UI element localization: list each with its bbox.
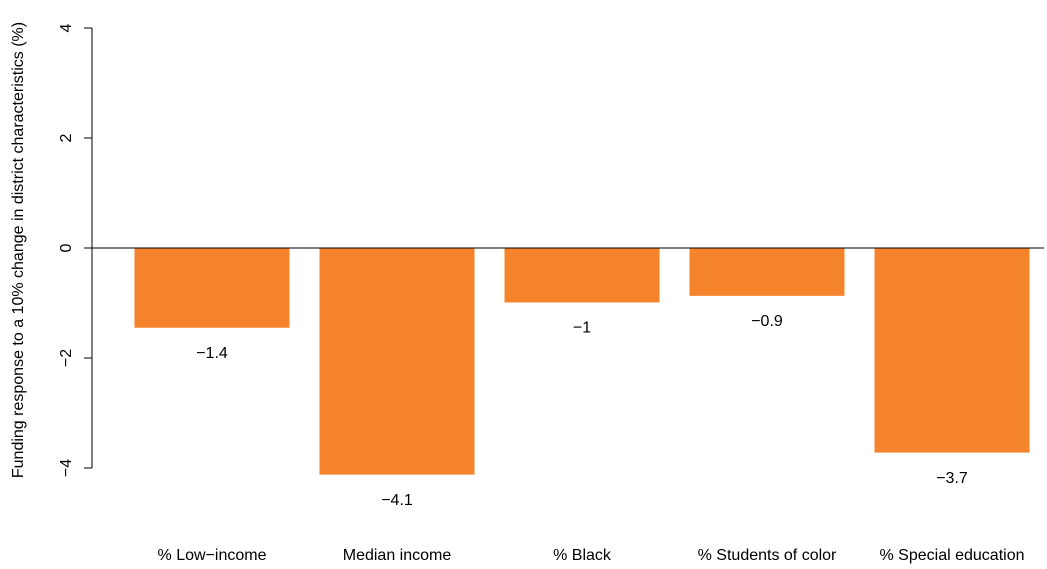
y-tick-label: −2 bbox=[58, 349, 75, 367]
bars bbox=[134, 248, 1030, 475]
bar bbox=[689, 248, 845, 296]
category-label: % Black bbox=[553, 547, 612, 564]
y-tick-label: −4 bbox=[58, 459, 75, 477]
category-label: Median income bbox=[343, 547, 452, 564]
y-axis-title: Funding response to a 10% change in dist… bbox=[10, 22, 27, 478]
y-tick-label: 4 bbox=[58, 23, 75, 32]
bar-value-label: −4.1 bbox=[381, 492, 413, 509]
data-labels: −1.4 −4.1 −1 −0.9 −3.7 bbox=[196, 313, 968, 509]
category-labels: % Low−income Median income % Black % Studen… bbox=[158, 547, 1025, 564]
bar bbox=[504, 248, 660, 303]
bar bbox=[319, 248, 475, 475]
category-label: % Special education bbox=[880, 547, 1025, 564]
category-label: % Low−income bbox=[158, 547, 267, 564]
y-tick-label: 0 bbox=[58, 243, 75, 252]
bar-value-label: −0.9 bbox=[751, 313, 783, 330]
bar-value-label: −1.4 bbox=[196, 345, 228, 362]
bar bbox=[134, 248, 290, 328]
category-label: % Students of color bbox=[698, 547, 837, 564]
y-axis: −4 −2 0 2 4 bbox=[58, 23, 93, 477]
bar-value-label: −1 bbox=[573, 320, 591, 337]
y-tick-label: 2 bbox=[58, 133, 75, 142]
bar-value-label: −3.7 bbox=[936, 470, 968, 487]
bar bbox=[874, 248, 1030, 453]
